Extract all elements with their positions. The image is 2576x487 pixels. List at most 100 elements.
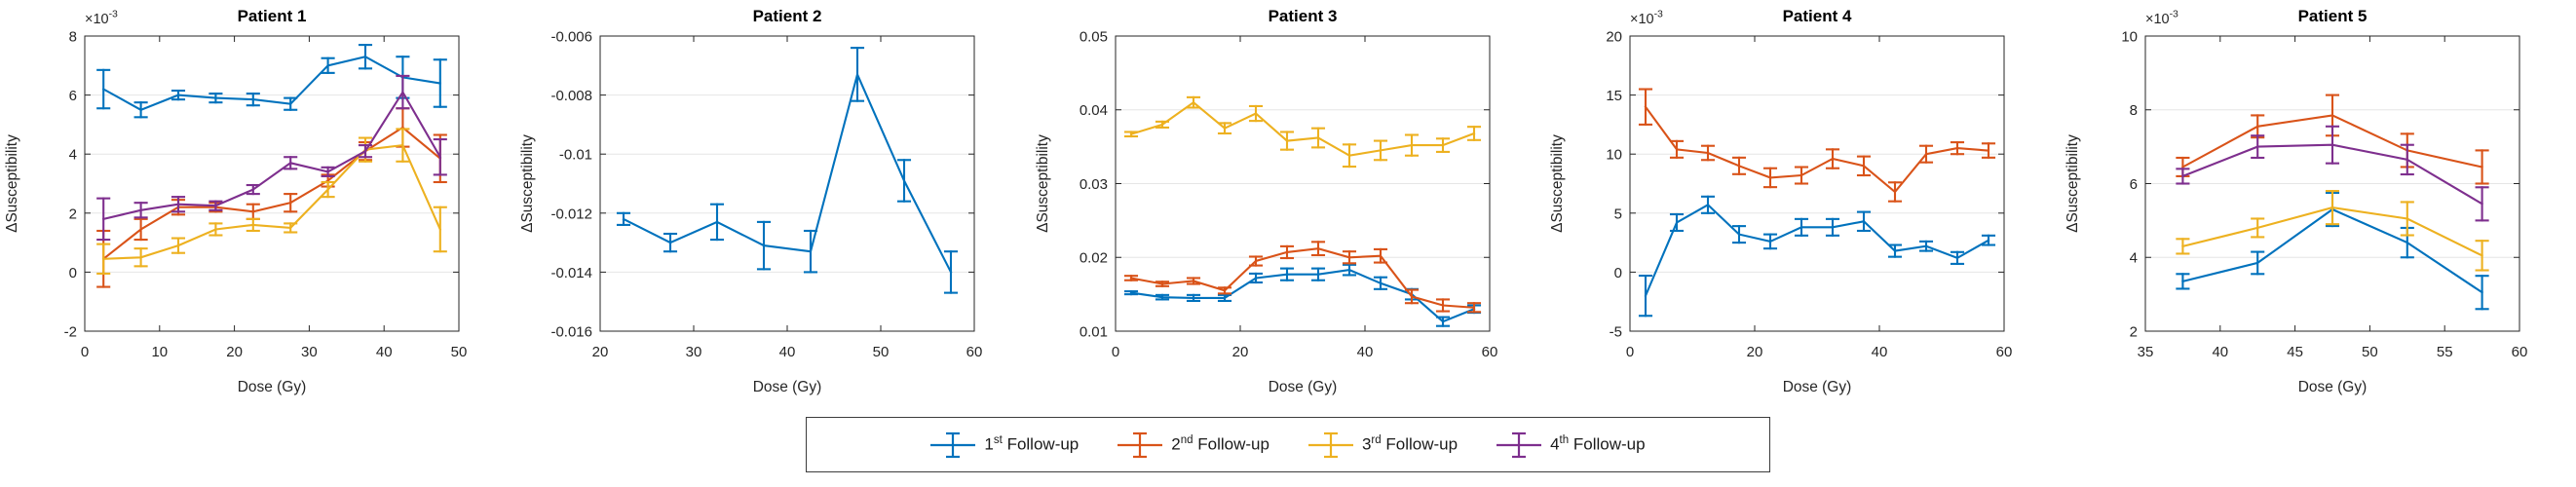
chart-title: Patient 5 (2298, 7, 2368, 25)
svg-text:30: 30 (301, 344, 318, 360)
svg-text:0: 0 (69, 265, 77, 281)
legend-entry-2nd-follow-up: 2nd Follow-up (1118, 430, 1269, 461)
svg-text:20: 20 (226, 344, 243, 360)
svg-text:50: 50 (872, 344, 889, 360)
subplot-patient-5: 35 40 45 50 55 60 2 4 6 8 10 Patient 5 ×10-3 Dose (Gy… (2065, 7, 2528, 395)
svg-text:0.04: 0.04 (1079, 102, 1107, 119)
y-axis-exponent: ×10-3 (2145, 10, 2178, 27)
svg-text:50: 50 (2362, 344, 2378, 360)
series-3rd-follow-up (96, 128, 447, 275)
series-2nd-follow-up (1639, 88, 1996, 203)
series-1st-follow-up (616, 47, 958, 294)
errorbar-glyph-icon (1307, 431, 1353, 458)
svg-text:-0.014: -0.014 (550, 265, 592, 281)
tick-labels: 0 20 40 60 0.01 0.02 0.03 0.04 0.05 (1079, 29, 1497, 360)
axes-box (2144, 35, 2520, 332)
svg-text:20: 20 (1607, 29, 1623, 46)
axes-box (84, 35, 460, 332)
tick-labels: 20 30 40 50 60 -0.016 -0.014 -0.012 -0.01 -0.008 -… (550, 29, 982, 360)
svg-text:60: 60 (1481, 344, 1497, 360)
svg-text:-0.016: -0.016 (550, 323, 592, 340)
legend-entry-1st-follow-up: 1st Follow-up (930, 430, 1079, 461)
chart-title: Patient 3 (1268, 7, 1337, 25)
svg-text:20: 20 (1231, 344, 1248, 360)
svg-text:30: 30 (685, 344, 701, 360)
svg-text:55: 55 (2437, 344, 2453, 360)
svg-text:-0.01: -0.01 (559, 147, 592, 164)
series-2nd-follow-up (96, 107, 447, 288)
svg-text:0.02: 0.02 (1079, 250, 1107, 267)
svg-text:40: 40 (2213, 344, 2229, 360)
chart-title: Patient 2 (752, 7, 821, 25)
svg-text:35: 35 (2138, 344, 2154, 360)
y-axis-label: ΔSusceptibility (1035, 134, 1051, 233)
subplot-patient-3: 0 20 40 60 0.01 0.02 0.03 0.04 0.05 Patient 3 Dose… (1035, 7, 1497, 395)
y-axis-label: ΔSusceptibility (1549, 134, 1566, 233)
svg-text:0: 0 (1626, 344, 1634, 360)
legend-entry-3rd-follow-up: 3rd Follow-up (1307, 430, 1458, 461)
chart-title: Patient 4 (1783, 7, 1852, 25)
x-axis-label: Dose (Gy) (753, 379, 822, 395)
axes-box (1115, 35, 1491, 332)
svg-text:2: 2 (2130, 323, 2138, 340)
y-axis-label: ΔSusceptibility (2065, 134, 2081, 233)
svg-text:0.01: 0.01 (1079, 323, 1107, 340)
svg-text:8: 8 (2130, 102, 2138, 119)
x-axis-label: Dose (Gy) (1783, 379, 1852, 395)
gridlines (599, 35, 974, 332)
svg-text:10: 10 (2122, 29, 2139, 46)
svg-text:40: 40 (1356, 344, 1373, 360)
y-axis-exponent: ×10-3 (1630, 10, 1663, 27)
svg-text:6: 6 (69, 88, 77, 104)
svg-text:-5: -5 (1610, 323, 1622, 340)
svg-text:2: 2 (69, 206, 77, 222)
legend-label: 2nd Follow-up (1171, 434, 1269, 454)
legend-label: 4th Follow-up (1550, 434, 1646, 454)
svg-text:-0.012: -0.012 (550, 206, 592, 222)
svg-text:20: 20 (1747, 344, 1763, 360)
svg-text:-2: -2 (64, 323, 77, 340)
x-axis-label: Dose (Gy) (238, 379, 307, 395)
svg-text:50: 50 (451, 344, 468, 360)
series-1st-follow-up (1639, 195, 1996, 318)
x-axis-label: Dose (Gy) (2298, 379, 2368, 395)
svg-text:0: 0 (1111, 344, 1118, 360)
subplot-patient-2: 20 30 40 50 60 -0.016 -0.014 -0.012 -0.01 -0.008 -… (519, 7, 982, 395)
gridlines (2145, 35, 2520, 332)
series-3rd-follow-up (1123, 95, 1481, 169)
svg-text:10: 10 (1607, 147, 1623, 164)
svg-text:60: 60 (2512, 344, 2528, 360)
svg-text:15: 15 (1607, 88, 1623, 104)
svg-text:40: 40 (1872, 344, 1888, 360)
svg-text:-0.008: -0.008 (550, 88, 592, 104)
axes-box (1629, 35, 2005, 332)
svg-text:4: 4 (2130, 250, 2138, 267)
series-4th-follow-up (2176, 125, 2489, 222)
svg-text:8: 8 (69, 29, 77, 46)
errorbar-glyph-icon (1118, 431, 1163, 458)
svg-text:4: 4 (69, 147, 77, 164)
svg-text:5: 5 (1614, 206, 1622, 222)
y-axis-label: ΔSusceptibility (519, 134, 536, 233)
svg-text:0.03: 0.03 (1079, 176, 1107, 193)
y-axis-exponent: ×10-3 (85, 10, 118, 27)
svg-text:45: 45 (2287, 344, 2303, 360)
series-2nd-follow-up (1123, 241, 1481, 314)
svg-text:0: 0 (81, 344, 89, 360)
series-1st-follow-up (96, 44, 447, 119)
svg-text:40: 40 (376, 344, 393, 360)
series-1st-follow-up (1123, 263, 1481, 327)
legend-entry-4th-follow-up: 4th Follow-up (1496, 430, 1646, 461)
y-axis-label: ΔSusceptibility (4, 134, 20, 233)
svg-text:60: 60 (1996, 344, 2013, 360)
svg-text:0: 0 (1614, 265, 1622, 281)
svg-text:60: 60 (966, 344, 982, 360)
legend-label: 1st Follow-up (984, 434, 1080, 454)
x-axis-label: Dose (Gy) (1268, 379, 1337, 395)
svg-text:0.05: 0.05 (1079, 29, 1107, 46)
